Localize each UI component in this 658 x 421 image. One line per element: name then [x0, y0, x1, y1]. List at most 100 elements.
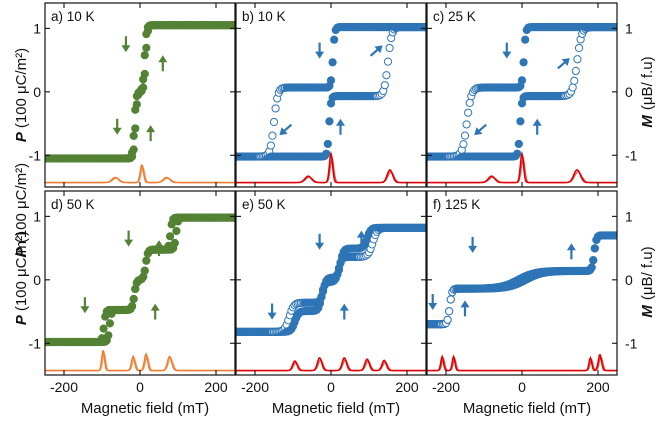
- panel-f: -1 0 1 -200 0 200 f) 125 K: [426, 190, 638, 395]
- data-point: [268, 131, 277, 140]
- data-point: [513, 149, 522, 158]
- data-point: [330, 35, 339, 44]
- panel-label: a) 10 K: [51, 9, 95, 24]
- peak-curve-secondary: [45, 166, 235, 184]
- direction-arrow: [121, 36, 131, 53]
- direction-arrow: [315, 42, 325, 59]
- x-tick-label: 200: [204, 379, 228, 395]
- data-point: [459, 140, 468, 149]
- peak-curve-secondary: [236, 158, 426, 184]
- peak-curve: [236, 356, 426, 372]
- data-point: [334, 266, 344, 275]
- data-point: [380, 81, 389, 90]
- data-point: [573, 55, 582, 64]
- x-tick-label: -200: [50, 379, 78, 395]
- data-point: [142, 43, 151, 52]
- plot-area: [45, 213, 235, 372]
- peak-curve-secondary: [236, 359, 426, 372]
- data-point: [385, 43, 394, 53]
- data-point: [165, 232, 175, 241]
- x-tick-label: 0: [518, 379, 526, 395]
- x-tick-label: 200: [586, 379, 610, 395]
- data-point: [589, 256, 598, 265]
- direction-arrow: [356, 230, 366, 247]
- right-y-tick-label: -1: [625, 147, 638, 163]
- plot-area: [427, 23, 617, 184]
- data-point: [521, 35, 530, 44]
- right-y-tick-label: 0: [625, 84, 633, 100]
- data-point: [322, 149, 331, 158]
- data-point: [172, 226, 181, 236]
- right-axis-label-bottom: M(μB/ f.u): [639, 246, 656, 317]
- direction-arrow: [80, 297, 90, 314]
- x-tick-label: 0: [327, 379, 335, 395]
- data-point: [140, 266, 149, 275]
- plot-area: [236, 223, 426, 372]
- panel-label: e) 50 K: [242, 197, 286, 212]
- plot-area: [427, 231, 617, 372]
- panel-c: -1 0 1 c) 25 K: [426, 2, 638, 188]
- data-point: [587, 263, 596, 272]
- direction-arrow: [124, 230, 134, 247]
- data-point: [139, 83, 148, 92]
- left-axis-unit: (100 μC/m²): [13, 163, 30, 243]
- data-point: [127, 302, 137, 311]
- data-point: [323, 139, 332, 149]
- data-point: [383, 57, 393, 66]
- data-point: [382, 71, 391, 80]
- plot-area: [236, 23, 426, 184]
- direction-arrow: [532, 118, 542, 135]
- direction-arrow: [315, 233, 325, 250]
- data-point: [570, 76, 579, 85]
- data-point: [127, 152, 137, 161]
- direction-arrow: [267, 303, 277, 320]
- data-point: [131, 124, 140, 133]
- peak-curve-secondary: [427, 158, 617, 184]
- data-point: [271, 104, 280, 113]
- left-axis-label: P (100 μC/m²): [13, 163, 30, 257]
- x-tick-label: 0: [136, 379, 144, 395]
- data-point: [465, 98, 474, 107]
- data-point: [443, 315, 452, 324]
- data-point: [514, 139, 523, 149]
- x-tick-label: -200: [241, 379, 269, 395]
- left-y-tick-label: 1: [33, 208, 41, 224]
- data-point: [516, 117, 525, 126]
- direction-arrow: [279, 123, 293, 136]
- data-point: [568, 83, 577, 92]
- left-y-tick-label: -1: [29, 147, 42, 163]
- data-point: [266, 141, 275, 150]
- data-point: [462, 120, 471, 129]
- data-point: [464, 108, 473, 117]
- data-point: [460, 131, 470, 140]
- right-axis-label-top: M(μB/ f.u): [639, 56, 656, 127]
- right-y-tick-label: -1: [625, 335, 638, 351]
- direction-arrow: [460, 300, 470, 317]
- right-y-tick-label: 1: [625, 20, 633, 36]
- data-point: [571, 66, 580, 76]
- x-axis-label-col2: Magnetic field (mT): [272, 400, 400, 417]
- panel-label: d) 50 K: [51, 197, 95, 212]
- direction-arrow: [112, 118, 122, 135]
- panel-a: -1 0 1 a) 10 K: [29, 2, 236, 188]
- data-point: [140, 51, 149, 60]
- data-point: [328, 58, 337, 67]
- data-point: [129, 131, 138, 140]
- svg-text:P(100 μC/m²): P (100 μC/m²): [13, 163, 30, 257]
- plot-area: [45, 21, 235, 184]
- data-point: [129, 294, 138, 304]
- peak-curve-secondary: [45, 351, 235, 372]
- panel-d: -1 0 1 -200 0 200 d) 50 K: [29, 190, 236, 395]
- direction-arrow: [154, 240, 164, 257]
- panel-label: c) 25 K: [433, 9, 476, 24]
- data-point: [574, 43, 584, 53]
- panel-label: b) 10 K: [242, 9, 286, 24]
- data-point: [129, 145, 138, 154]
- direction-arrow: [468, 236, 478, 253]
- direction-arrow: [428, 294, 438, 310]
- data-point: [519, 58, 528, 67]
- panel-e: -200 0 200 e) 50 K: [235, 190, 427, 395]
- data-point: [612, 231, 617, 240]
- data-point: [590, 244, 599, 253]
- left-y-tick-label: 0: [33, 84, 41, 100]
